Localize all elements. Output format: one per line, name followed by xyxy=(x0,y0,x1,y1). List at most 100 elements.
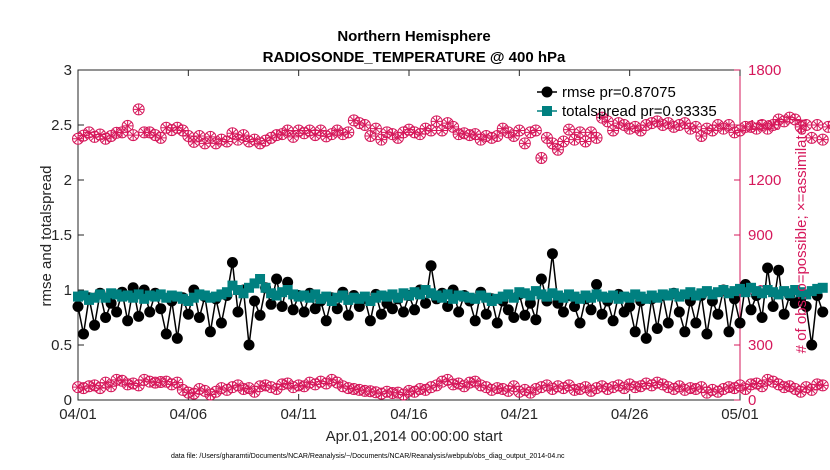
rmse-point xyxy=(817,306,829,318)
obs-assimilated-marker xyxy=(337,380,349,392)
x-tick-label: 04/06 xyxy=(170,406,208,423)
spread-point xyxy=(729,286,740,297)
obs-assimilated-marker xyxy=(397,389,409,400)
rmse-point xyxy=(133,310,145,322)
spread-point xyxy=(404,290,414,301)
rmse-point xyxy=(375,308,387,320)
spread-point xyxy=(602,292,613,303)
obs-assimilated-marker xyxy=(453,378,465,389)
rmse-point xyxy=(591,279,603,290)
spread-point xyxy=(166,290,177,301)
spread-point xyxy=(100,292,111,303)
obs-assimilated-marker xyxy=(144,376,156,388)
spread-point xyxy=(547,288,558,299)
obs-assimilated-marker xyxy=(193,383,205,395)
obs-assimilated-marker xyxy=(337,128,349,140)
obs-assimilated-marker xyxy=(392,387,404,399)
obs-assimilated-marker xyxy=(353,117,365,129)
obs-assimilated-marker xyxy=(502,126,514,138)
rmse-point xyxy=(276,301,288,312)
obs-assimilated-marker xyxy=(657,378,669,390)
rmse-point xyxy=(651,323,663,334)
spread-point xyxy=(641,293,652,304)
obs-assimilated-marker xyxy=(182,387,194,399)
obs-assimilated-marker xyxy=(513,386,525,398)
legend: rmse pr=0.87075 totalspread pr=0.93335 xyxy=(537,84,717,120)
obs-assimilated-marker xyxy=(706,125,718,136)
obs-assimilated-marker xyxy=(706,384,718,396)
rmse-point xyxy=(662,317,674,329)
obs-assimilated-marker xyxy=(149,377,161,389)
obs-assimilated-marker xyxy=(287,131,299,143)
spread-point xyxy=(210,291,221,302)
obs-assimilated-marker xyxy=(116,375,128,387)
obs-assimilated-marker xyxy=(795,121,807,133)
obs-assimilated-marker xyxy=(232,134,244,146)
spread-point xyxy=(288,289,299,300)
rmse-point xyxy=(640,332,652,344)
spread-point xyxy=(415,289,426,300)
obs-assimilated-marker xyxy=(155,376,167,388)
spread-point xyxy=(392,292,403,303)
spread-point xyxy=(249,278,260,289)
obs-assimilated-marker xyxy=(293,125,305,136)
obs-assimilated-marker xyxy=(602,383,614,395)
obs-assimilated-marker xyxy=(497,123,509,135)
spread-point xyxy=(779,286,790,297)
rmse-point xyxy=(144,306,156,318)
rmse-point xyxy=(182,308,194,320)
obs-assimilated-marker xyxy=(342,382,354,394)
obs-assimilated-marker xyxy=(133,379,145,391)
spread-point xyxy=(541,291,552,302)
obs-assimilated-marker xyxy=(684,123,696,135)
obs-assimilated-marker xyxy=(800,119,812,131)
obs-assimilated-marker xyxy=(519,137,531,149)
spread-point xyxy=(497,291,508,302)
rmse-point xyxy=(155,303,167,315)
spread-point xyxy=(597,291,608,302)
obs-assimilated-marker xyxy=(304,125,316,136)
spread-point xyxy=(812,283,823,294)
spread-point xyxy=(486,296,497,306)
obs-assimilated-marker xyxy=(177,125,189,136)
obs-assimilated-marker xyxy=(83,126,95,138)
spread-point xyxy=(619,291,630,302)
obs-assimilated-marker xyxy=(668,121,680,133)
obs-assimilated-marker xyxy=(364,130,376,142)
obs-assimilated-marker xyxy=(420,123,432,135)
obs-assimilated-marker xyxy=(541,379,553,391)
rmse-point xyxy=(480,308,492,320)
chart-title: Northern Hemisphere xyxy=(337,28,490,45)
obs-assimilated-marker xyxy=(502,385,514,397)
obs-assimilated-marker xyxy=(723,119,735,131)
rmse-point xyxy=(557,306,569,318)
obs-assimilated-marker xyxy=(519,384,531,396)
obs-assimilated-marker xyxy=(276,128,288,140)
rmse-point xyxy=(508,312,520,323)
spread-point xyxy=(442,289,453,300)
rmse-point xyxy=(530,314,542,326)
obs-assimilated-marker xyxy=(513,125,525,136)
rmse-point xyxy=(89,319,101,331)
obs-assimilated-marker xyxy=(353,384,365,396)
spread-point xyxy=(354,293,365,304)
obs-assimilated-marker xyxy=(563,379,575,391)
spread-point xyxy=(221,287,232,298)
obs-assimilated-marker xyxy=(569,384,580,396)
spread-point xyxy=(470,293,481,304)
obs-assimilated-marker xyxy=(265,381,277,393)
spread-point xyxy=(492,293,503,304)
obs-assimilated-marker xyxy=(762,123,774,135)
spread-point xyxy=(73,291,83,302)
rmse-point xyxy=(320,315,332,327)
spread-point xyxy=(768,287,779,298)
rmse-point xyxy=(72,301,84,312)
obs-assimilated-marker xyxy=(624,123,636,135)
obs-assimilated-marker xyxy=(138,374,150,386)
legend-rmse-label: rmse pr=0.87075 xyxy=(562,84,676,101)
rmse-point xyxy=(800,301,812,312)
obs-assimilated-marker xyxy=(122,120,134,132)
obs-assimilated-marker xyxy=(414,383,426,395)
spread-point xyxy=(188,292,199,303)
